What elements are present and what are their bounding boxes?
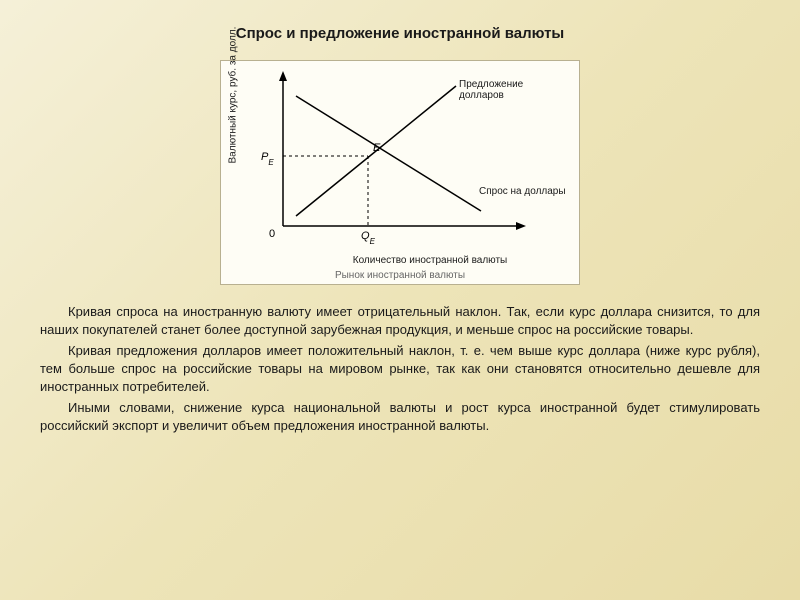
chart-svg: Предложение долларов Спрос на доллары E … — [221, 61, 581, 256]
origin-label: 0 — [269, 228, 275, 240]
page-title: Спрос и предложение иностранной валюты — [40, 25, 760, 42]
paragraph-2: Кривая предложения долларов имеет положи… — [40, 342, 760, 396]
x-axis-label: Количество иностранной валюты — [281, 255, 579, 266]
paragraph-3: Иными словами, снижение курса национальн… — [40, 399, 760, 435]
paragraph-1: Кривая спроса на иностранную валюту имее… — [40, 303, 760, 339]
demand-label-text: Спрос на доллары — [479, 186, 579, 197]
q-eq: QE — [361, 230, 376, 246]
supply-demand-chart: Валютный курс, руб. за долл. Предложение… — [220, 60, 580, 285]
chart-subtitle: Рынок иностранной валюты — [221, 270, 579, 281]
supply-label-text: Предложение долларов — [459, 79, 559, 101]
y-axis-label: Валютный курс, руб. за долл. — [228, 26, 239, 163]
body-text: Кривая спроса на иностранную валюту имее… — [40, 303, 760, 435]
p-eq: PE — [261, 151, 274, 167]
eq-point: E — [373, 142, 381, 154]
